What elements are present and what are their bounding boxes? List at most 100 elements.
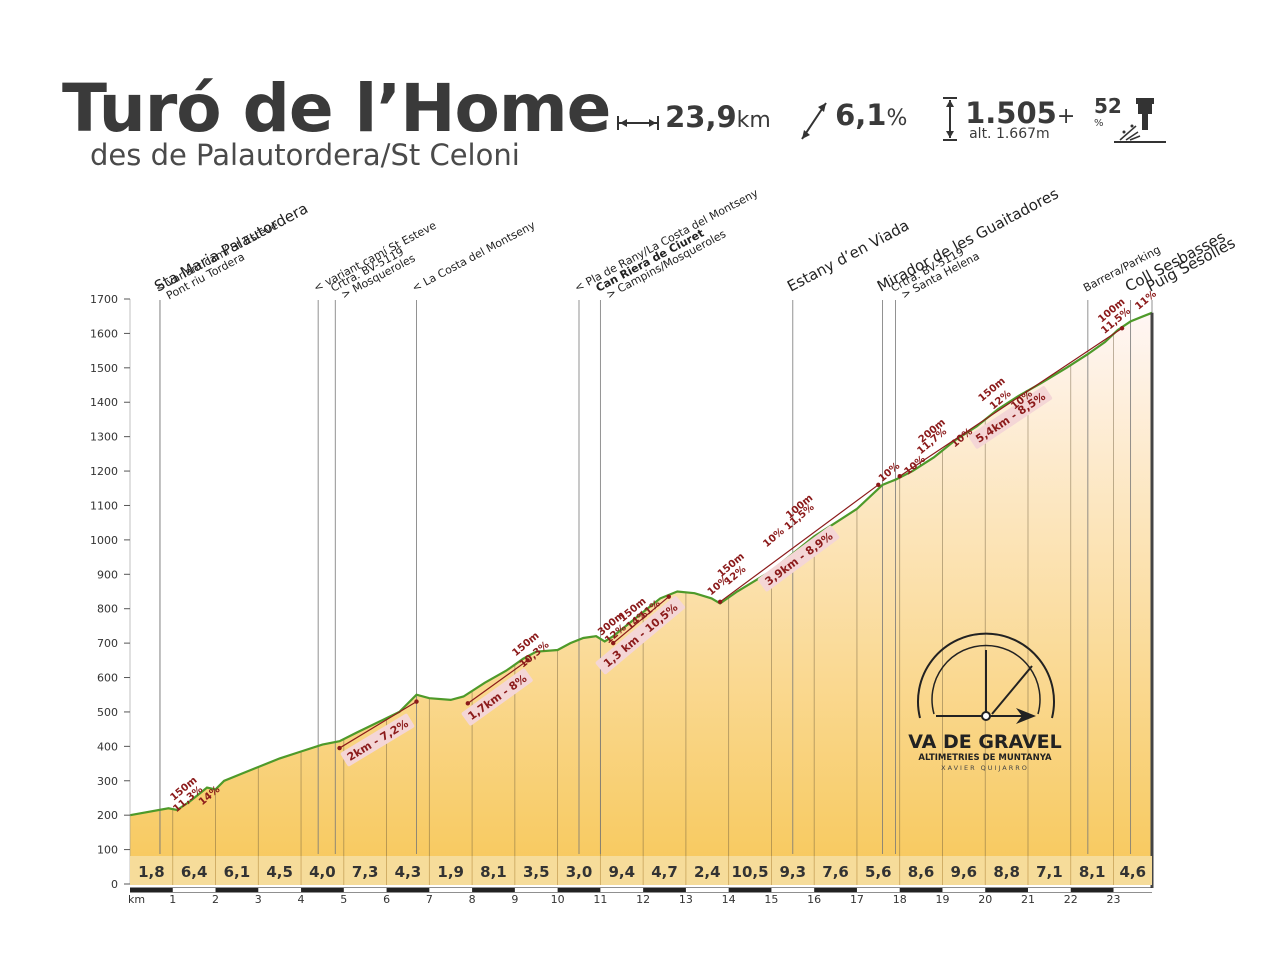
climb-label-bg — [757, 525, 840, 592]
logo-author: XAVIER QUIJARRO — [941, 764, 1029, 772]
x-tick-label: 1 — [169, 893, 176, 906]
y-tick-label: 0 — [111, 878, 118, 891]
climb-label-bg — [595, 596, 686, 675]
logo-name: VA DE GRAVEL — [908, 731, 1062, 753]
y-tick-label: 1600 — [90, 327, 118, 340]
x-tick-label: 23 — [1107, 893, 1121, 906]
altitude-note: alt. 1.667m — [969, 126, 1050, 142]
y-tick-label: 900 — [97, 568, 118, 581]
x-tick-label: 20 — [978, 893, 992, 906]
segment-gradient: 4,3 — [395, 863, 422, 881]
y-tick-label: 100 — [97, 844, 118, 857]
difficulty-meter-icon — [1114, 98, 1166, 143]
x-tick-label: 12 — [636, 893, 650, 906]
segment-gradient: 7,1 — [1036, 863, 1063, 881]
waypoint-label: < Pla de Rany/La Costa del Montseny — [572, 186, 760, 294]
waypoint-label: Can Riera de Ciuret — [594, 227, 707, 295]
x-axis-label: km — [128, 893, 145, 906]
x-tick-label: 15 — [764, 893, 778, 906]
x-axis-stripe — [1027, 888, 1071, 892]
x-axis-stripe — [172, 888, 216, 892]
x-tick-label: 4 — [298, 893, 305, 906]
segment-gradient: 8,8 — [993, 863, 1020, 881]
segment-gradient: 8,1 — [480, 863, 507, 881]
segment-gradient: 5,6 — [865, 863, 892, 881]
gradient-stat: 6,1% — [798, 98, 907, 143]
logo-tagline: ALTIMETRIES DE MUNTANYA — [918, 753, 1052, 763]
climb-end-dot — [414, 699, 419, 704]
y-tick-label: 200 — [97, 809, 118, 822]
gradient-band — [130, 856, 1152, 885]
climb-start-dot — [337, 745, 342, 751]
distance-unit: km — [736, 108, 771, 133]
elevation-value: 1.505 — [965, 96, 1057, 130]
segment-gradient: 4,5 — [266, 863, 293, 881]
logo-needle — [991, 665, 1033, 715]
elevation-suffix: + — [1056, 104, 1076, 129]
waypoint-label: < variant camí St Esteve — [153, 219, 280, 295]
y-tick-label: 700 — [97, 637, 118, 650]
logo-arc — [917, 632, 1055, 719]
x-tick-label: 22 — [1064, 893, 1078, 906]
distance-arrow-icon — [617, 115, 659, 130]
climb-line — [719, 484, 879, 603]
climb-line — [339, 701, 417, 749]
segment-gradient: 4,0 — [309, 863, 336, 881]
segment-gradient: 7,3 — [352, 863, 379, 881]
x-tick-label: 7 — [426, 893, 433, 906]
elevation-arrow-icon — [943, 97, 957, 141]
x-tick-label: 10 — [551, 893, 565, 906]
x-axis-stripe — [685, 888, 729, 892]
x-tick-label: 9 — [511, 893, 518, 906]
gradient-arrow-icon — [801, 101, 827, 140]
x-axis-stripe — [771, 888, 815, 892]
x-axis-stripe — [258, 888, 302, 892]
x-tick-label: 6 — [383, 893, 390, 906]
segment-gradient: 3,0 — [566, 863, 593, 881]
climb-start-dot — [717, 599, 723, 605]
x-axis-stripe — [1113, 888, 1157, 892]
steep-mark-label: 10% — [761, 526, 786, 550]
y-tick-label: 1000 — [90, 534, 118, 547]
climb-line — [612, 596, 670, 644]
x-tick-label: 19 — [935, 893, 949, 906]
page-title: Turó de l’Home — [62, 70, 611, 147]
x-tick-label: 3 — [255, 893, 262, 906]
climb-start-dot — [465, 701, 471, 706]
segment-gradient: 7,6 — [822, 863, 849, 881]
logo-inner-arc — [931, 644, 1041, 715]
rating-stat: 52 % — [1094, 94, 1122, 129]
profile-line — [129, 311, 1153, 817]
segment-gradient: 9,6 — [951, 863, 978, 881]
x-axis-stripe — [343, 888, 387, 892]
x-tick-label: 14 — [722, 893, 736, 906]
climb-end-dot — [666, 594, 671, 599]
x-tick-label: 13 — [679, 893, 693, 906]
y-tick-label: 400 — [97, 740, 118, 753]
segment-gradient: 4,6 — [1119, 863, 1146, 881]
segment-gradient: 1,9 — [437, 863, 464, 881]
distance-value: 23,9 — [665, 100, 737, 134]
climb-label-bg — [968, 386, 1053, 449]
climb-line — [467, 659, 529, 704]
segment-gradient: 1,8 — [138, 863, 165, 881]
x-tick-label: 8 — [469, 893, 476, 906]
segment-gradient: 9,3 — [780, 863, 807, 881]
y-tick-label: 800 — [97, 603, 118, 616]
x-axis-stripe — [429, 888, 473, 892]
climb-end-dot — [1119, 326, 1125, 331]
x-tick-label: 2 — [212, 893, 219, 906]
y-tick-label: 1400 — [90, 396, 118, 409]
x-tick-label: 5 — [340, 893, 347, 906]
climb-start-dot — [897, 474, 902, 479]
segment-gradient: 8,6 — [908, 863, 935, 881]
y-tick-label: 1500 — [90, 362, 118, 375]
x-axis-stripe — [856, 888, 900, 892]
climb-start-dot — [611, 640, 616, 646]
segment-gradient: 6,1 — [224, 863, 251, 881]
y-tick-label: 300 — [97, 775, 118, 788]
x-axis-stripe — [514, 888, 558, 892]
climb-label-bg — [461, 668, 533, 726]
y-tick-label: 1700 — [90, 293, 118, 306]
